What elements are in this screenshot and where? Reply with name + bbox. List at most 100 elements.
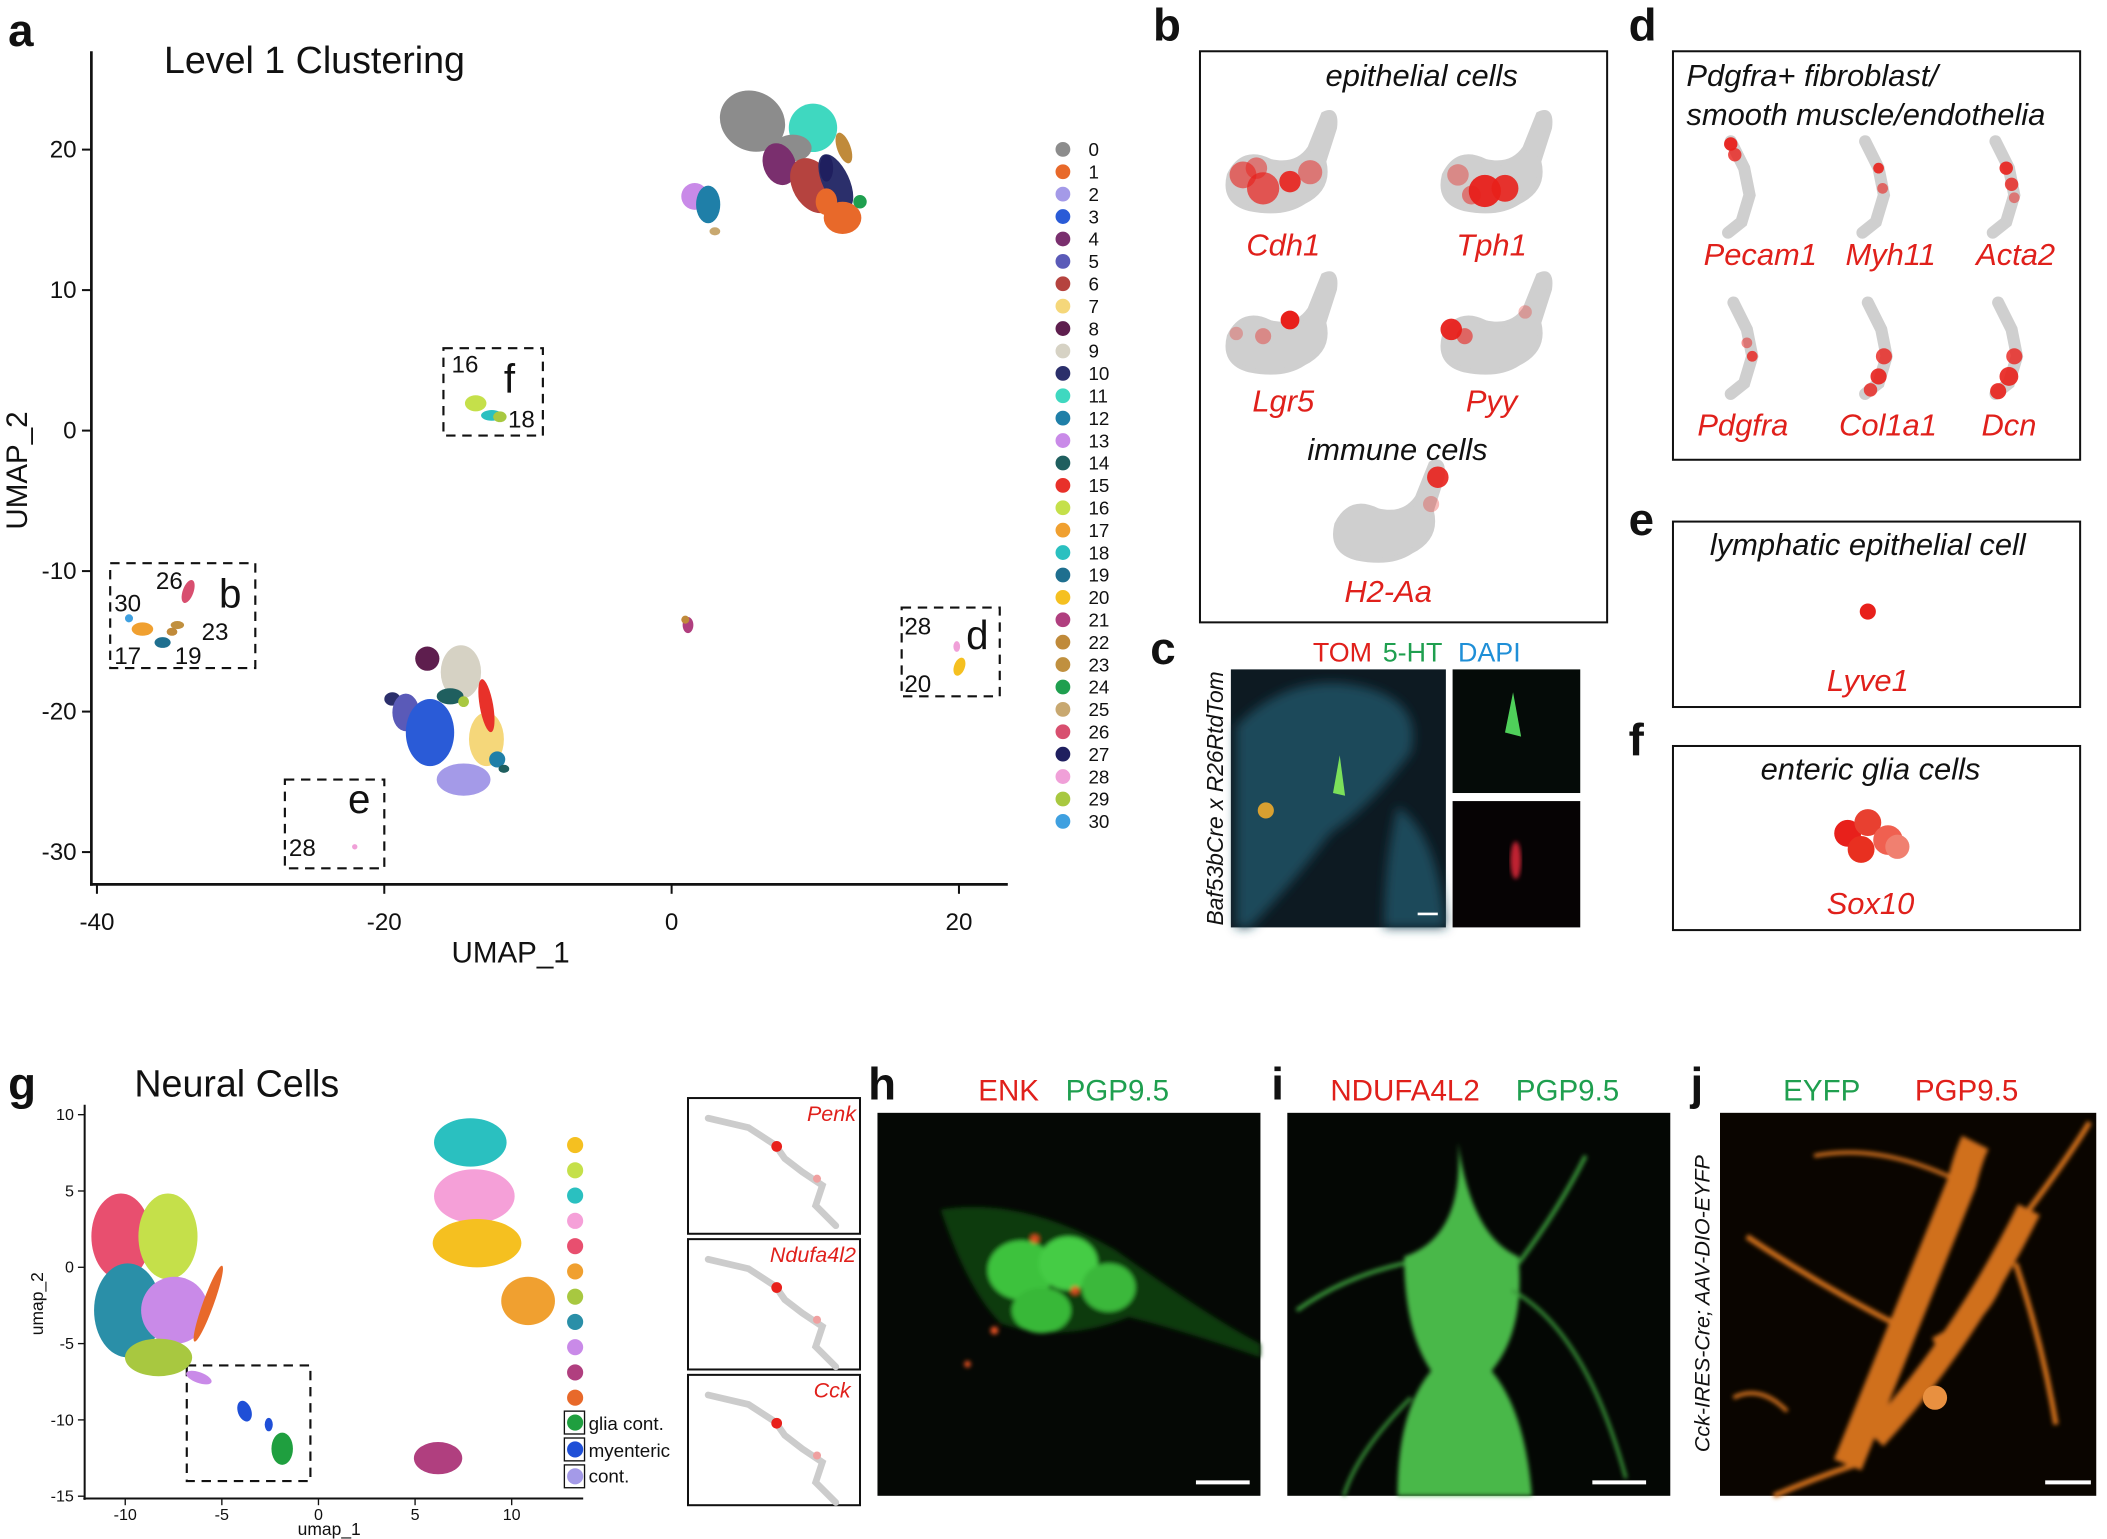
expression-dot xyxy=(771,1141,783,1152)
y-tick-label: 0 xyxy=(63,418,76,445)
feature-plot-frame xyxy=(686,1238,862,1371)
expression-dot xyxy=(812,1174,822,1183)
x-tick-label: -10 xyxy=(114,1506,137,1524)
panel-letter: j xyxy=(1689,1058,1703,1109)
cell-nucleus xyxy=(1922,1385,1948,1410)
expression-plot xyxy=(1440,271,1553,375)
expression-dot xyxy=(1875,348,1892,365)
expression-dot xyxy=(1255,328,1272,345)
cluster-blob xyxy=(264,1417,273,1432)
panel-frame xyxy=(1671,50,2082,461)
gene-label: Pecam1 xyxy=(1704,237,1817,272)
legend-swatch xyxy=(1055,545,1071,560)
gene-label: Dcn xyxy=(1981,408,2036,443)
legend-swatch xyxy=(1055,455,1071,471)
cell-embedding xyxy=(1724,296,1759,400)
stain-label: PGP9.5 xyxy=(1516,1075,1619,1108)
panel-letter: b xyxy=(1153,0,1181,51)
legend-swatch xyxy=(1055,657,1071,672)
legend-swatch xyxy=(567,1187,584,1204)
expression-dot xyxy=(1298,160,1323,185)
cluster-blob xyxy=(464,395,487,412)
stain-label: DAPI xyxy=(1458,637,1521,667)
cluster-blob xyxy=(819,154,834,182)
gene-label: Pyy xyxy=(1466,383,1519,418)
panel-e: e lymphatic epithelial cell Lyve1 xyxy=(1629,494,2082,709)
x-tick-label: 10 xyxy=(503,1506,521,1524)
legend-swatch xyxy=(1055,253,1071,269)
legend-label: 6 xyxy=(1088,273,1098,294)
panel-h: h ENK PGP9.5 xyxy=(868,1058,1261,1496)
cluster-blob xyxy=(953,641,961,652)
cluster-blob xyxy=(696,185,721,224)
panel-f: f enteric glia cells Sox10 xyxy=(1629,714,2082,932)
expression-plot xyxy=(1722,135,1756,239)
legend-label: 24 xyxy=(1088,677,1109,698)
cluster-blob xyxy=(138,1193,198,1280)
expression-dot xyxy=(1870,368,1887,385)
expression-dot xyxy=(771,1282,783,1293)
legend-swatch xyxy=(1055,209,1071,224)
expression-plot xyxy=(1440,110,1553,214)
legend-swatch xyxy=(1055,388,1071,404)
cluster-blob xyxy=(478,679,495,733)
expression-dot xyxy=(2006,348,2023,365)
x-tick-label: -40 xyxy=(79,909,114,936)
cluster-blob xyxy=(762,143,797,186)
legend-label: 13 xyxy=(1088,430,1109,451)
panel-frame xyxy=(1671,744,2082,932)
cluster-blob xyxy=(124,1338,193,1377)
expression-dot xyxy=(1247,172,1280,205)
legend-swatch xyxy=(1055,321,1071,336)
expression-dot xyxy=(812,1451,822,1460)
inset-box xyxy=(185,1364,312,1483)
x-tick-label: -20 xyxy=(367,909,402,936)
box-letter: f xyxy=(504,357,516,402)
expression-dot xyxy=(1863,383,1878,397)
heading: epithelial cells xyxy=(1326,58,1518,93)
expression-plot xyxy=(1859,296,1893,400)
panel-title: Neural Cells xyxy=(134,1063,339,1105)
gene-label: Acta2 xyxy=(1974,237,2055,272)
cell-embedding xyxy=(1856,135,1891,239)
legend-label: 19 xyxy=(1088,565,1109,586)
expression-plot xyxy=(704,1391,840,1506)
legend-label: 16 xyxy=(1088,497,1109,518)
legend-swatch xyxy=(1055,701,1071,717)
legend-label: 30 xyxy=(1088,811,1109,832)
legend-label: 18 xyxy=(1088,542,1109,563)
panel-letter: e xyxy=(1629,494,1654,545)
panel-letter: h xyxy=(868,1058,896,1109)
legend-label: 21 xyxy=(1088,609,1109,630)
expression-plot xyxy=(1989,296,2024,400)
cluster-blob xyxy=(436,763,491,796)
cluster-blob xyxy=(154,637,171,648)
panel-g: g Neural Cells umap_1 umap_2 glia cont. … xyxy=(8,1058,862,1539)
cluster-blob xyxy=(436,688,464,705)
expression-dot xyxy=(1999,161,2013,175)
legend-swatch xyxy=(567,1364,584,1381)
x-axis-label: umap_1 xyxy=(298,1519,361,1539)
cluster-blob xyxy=(719,90,786,152)
cell xyxy=(1510,841,1522,880)
cluster-blob xyxy=(415,646,440,671)
cluster-blob xyxy=(413,1442,463,1475)
cluster-label: 18 xyxy=(508,407,535,434)
heading: enteric glia cells xyxy=(1761,752,1981,787)
panel-letter: i xyxy=(1271,1058,1284,1109)
gene-label: Sox10 xyxy=(1827,886,1915,921)
expression-dot xyxy=(1427,466,1449,488)
cluster-blob xyxy=(186,1370,212,1385)
expression-dot xyxy=(2008,192,2020,204)
expression-dot xyxy=(1462,185,1481,205)
cluster-blob xyxy=(141,1276,209,1344)
cell-embedding xyxy=(704,1114,840,1230)
expression-dot xyxy=(1229,326,1243,341)
legend-swatch xyxy=(567,1212,584,1229)
legend-swatch xyxy=(567,1468,584,1485)
legend-swatch xyxy=(1055,276,1071,292)
expression-dot xyxy=(1741,337,1753,349)
gene-label: Cck xyxy=(814,1379,852,1403)
cluster-label: 30 xyxy=(114,591,141,618)
legend-label: 14 xyxy=(1088,453,1109,474)
